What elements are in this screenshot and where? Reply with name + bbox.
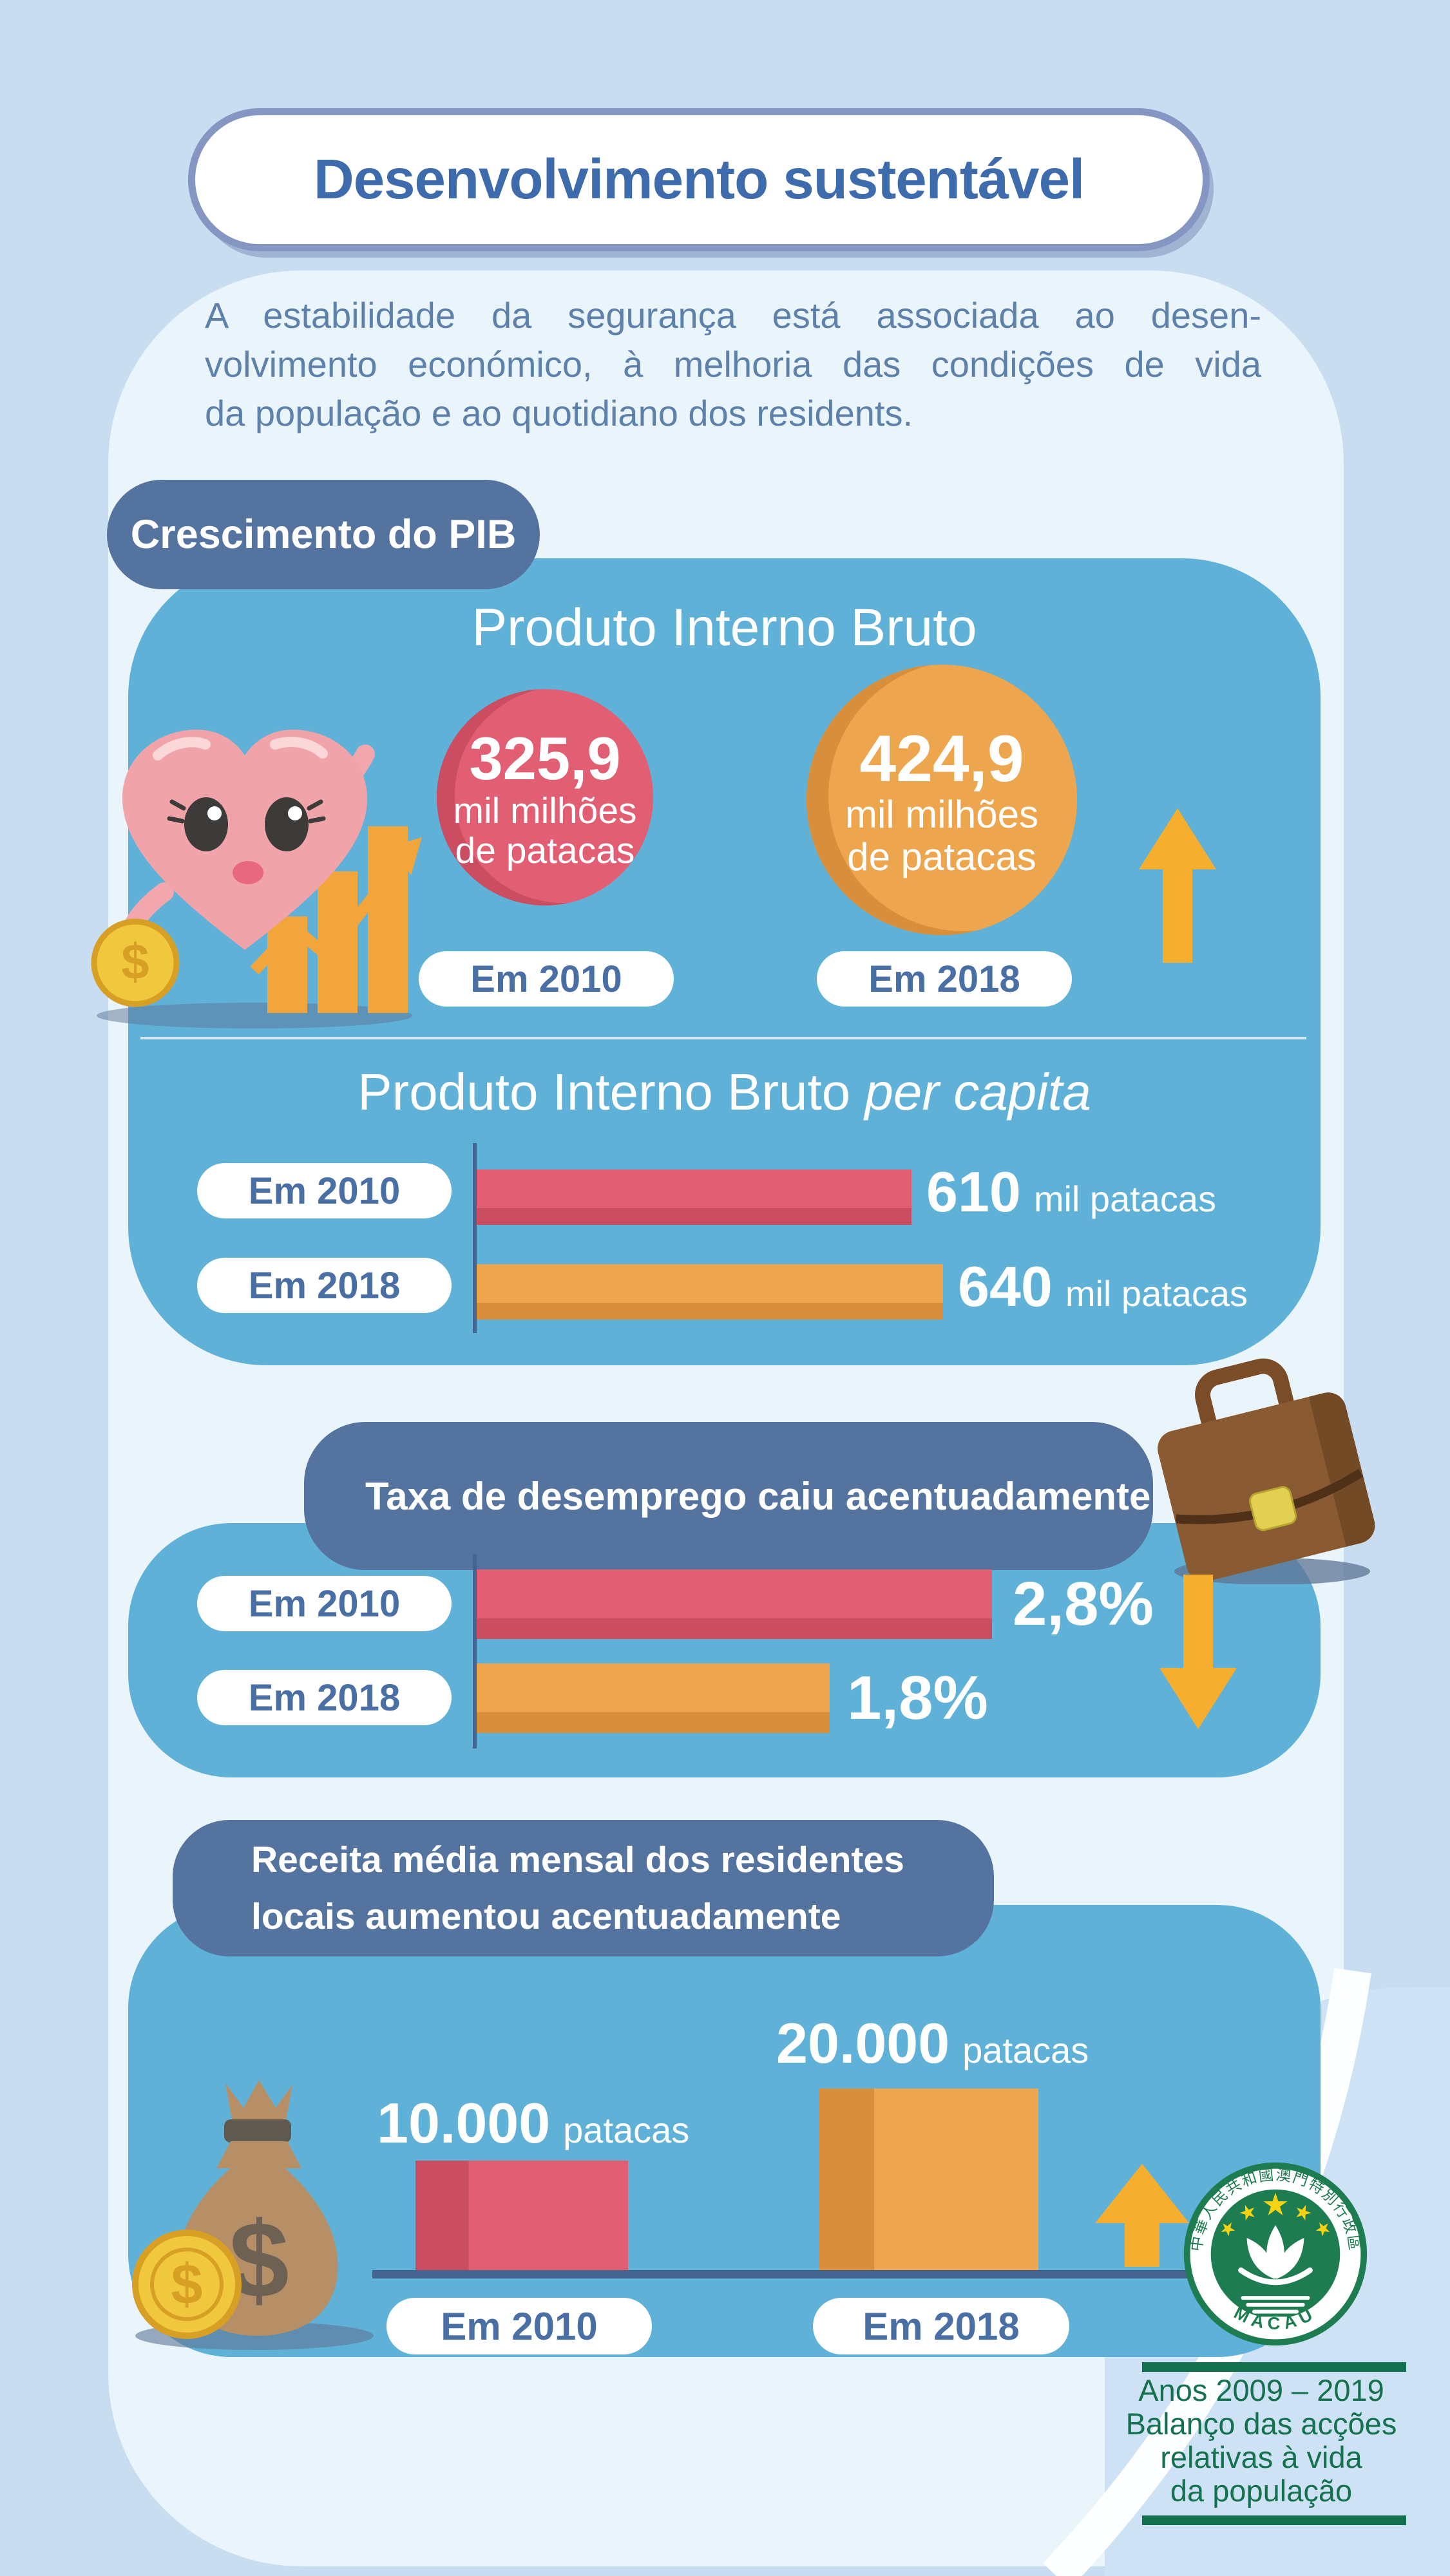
income-unit-2018: patacas <box>962 2030 1089 2070</box>
income-column-2010 <box>415 2161 628 2270</box>
per-capita-unit-2010: mil patacas <box>1033 1179 1217 1219</box>
unemployment-year-pill-2010: Em 2010 <box>197 1576 452 1631</box>
svg-text:$: $ <box>171 2252 203 2316</box>
mascot-eyes <box>167 797 326 851</box>
per-capita-heading-italic: per capita <box>864 1063 1091 1121</box>
per-capita-value-2010: 610 <box>926 1160 1021 1224</box>
income-banner: Receita média mensal dos residentes loca… <box>173 1820 994 1956</box>
unemployment-bar-2018 <box>477 1663 830 1733</box>
gdp-year-pill-2018: Em 2018 <box>817 951 1072 1007</box>
unemployment-bar-2010 <box>477 1569 992 1639</box>
intro-line: volvimento económico, à melhoria das con… <box>205 344 1261 384</box>
up-arrow-icon <box>1095 2164 1189 2267</box>
gdp-per-capita-heading: Produto Interno Bruto per capita <box>128 1063 1321 1122</box>
income-value-2010: 10.000 <box>377 2091 551 2155</box>
gdp-2018-unit: de patacas <box>847 835 1036 878</box>
dollar-coin-icon: $ <box>132 2230 242 2339</box>
unemployment-banner-label: Taxa de desemprego caiu acentuadamente <box>365 1474 1151 1518</box>
per-capita-bar-2010 <box>477 1170 911 1225</box>
footer-rule-top <box>1142 2362 1406 2372</box>
emblem-lotus <box>1238 2225 1313 2286</box>
up-arrow-icon <box>1139 808 1216 963</box>
per-capita-bar-2018 <box>477 1264 943 1320</box>
mascot-mouth <box>233 861 263 884</box>
gdp-2010-bubble: 325,9 mil milhões de patacas <box>437 689 653 905</box>
footer-line: Anos 2009 – 2019 <box>1138 2373 1384 2407</box>
gdp-year-pill-2010: Em 2010 <box>419 951 674 1007</box>
page-title: Desenvolvimento sustentável <box>313 148 1085 211</box>
gdp-2010-value: 325,9 <box>469 724 621 792</box>
unemployment-year-pill-2018: Em 2018 <box>197 1670 452 1725</box>
per-capita-unit-2018: mil patacas <box>1065 1273 1248 1314</box>
per-capita-year-pill-2010: Em 2010 <box>197 1163 452 1218</box>
footer-line: relativas à vida <box>1160 2440 1362 2474</box>
section-divider <box>140 1037 1306 1039</box>
footer-rule-bottom <box>1142 2515 1406 2525</box>
intro-line: A estabilidade da segurança está associa… <box>205 295 1261 336</box>
title-box: Desenvolvimento sustentável <box>188 108 1210 251</box>
gdp-heading: Produto Interno Bruto <box>472 598 977 657</box>
income-unit-2010: patacas <box>563 2110 690 2150</box>
gdp-2018-bubble: 424,9 mil milhões de patacas <box>806 665 1077 935</box>
per-capita-value-2018: 640 <box>958 1255 1053 1318</box>
income-year-pill-2018: Em 2018 <box>813 2298 1069 2354</box>
gdp-badge-label: Crescimento do PIB <box>130 512 517 557</box>
gdp-2018-unit: mil milhões <box>844 793 1039 836</box>
intro-line: da população e ao quotidiano dos residen… <box>205 393 913 433</box>
unemployment-banner: Taxa de desemprego caiu acentuadamente <box>304 1422 1153 1570</box>
gdp-2010-unit: mil milhões <box>453 790 637 831</box>
per-capita-axis <box>473 1143 477 1333</box>
income-banner-line1: Receita média mensal dos residentes <box>251 1839 904 1880</box>
per-capita-heading-main: Produto Interno Bruto <box>358 1063 865 1121</box>
trend-arrow-icon <box>250 837 422 975</box>
gdp-section-badge: Crescimento do PIB <box>107 480 540 589</box>
money-bag-icon: $ $ <box>132 2080 374 2350</box>
footer-line: Balanço das acções <box>1125 2407 1397 2441</box>
unemployment-value-2010: 2,8% <box>1013 1569 1154 1638</box>
down-arrow-icon <box>1159 1575 1237 1729</box>
dollar-coin-icon: $ <box>91 918 180 1007</box>
footer-caption: Anos 2009 – 2019 Balanço das acções rela… <box>1121 2374 1402 2508</box>
footer-line: da população <box>1170 2474 1353 2508</box>
unemployment-value-2018: 1,8% <box>847 1663 988 1732</box>
income-year-pill-2010: Em 2010 <box>386 2298 652 2354</box>
gdp-2018-value: 424,9 <box>859 722 1024 795</box>
emblem-water-lines <box>1241 2296 1310 2321</box>
unemployment-axis <box>473 1554 477 1748</box>
income-column-2018 <box>819 2088 1038 2270</box>
svg-text:$: $ <box>121 933 149 990</box>
emblem-stars <box>1221 2192 1330 2237</box>
per-capita-year-pill-2018: Em 2018 <box>197 1258 452 1313</box>
income-baseline <box>372 2270 1266 2278</box>
briefcase-icon <box>1158 1358 1375 1584</box>
heart-mascot-icon: $ <box>91 730 422 1028</box>
gdp-2010-unit: de patacas <box>455 830 635 871</box>
income-value-2018: 20.000 <box>776 2011 950 2075</box>
macau-government-emblem: 中華人民共和國澳門特別行政區 MACAU <box>1183 2162 1368 2346</box>
intro-paragraph: A estabilidade da segurança está associa… <box>205 291 1261 438</box>
mascot-shadow <box>97 1003 412 1028</box>
income-banner-line2: locais aumentou acentuadamente <box>251 1896 841 1937</box>
